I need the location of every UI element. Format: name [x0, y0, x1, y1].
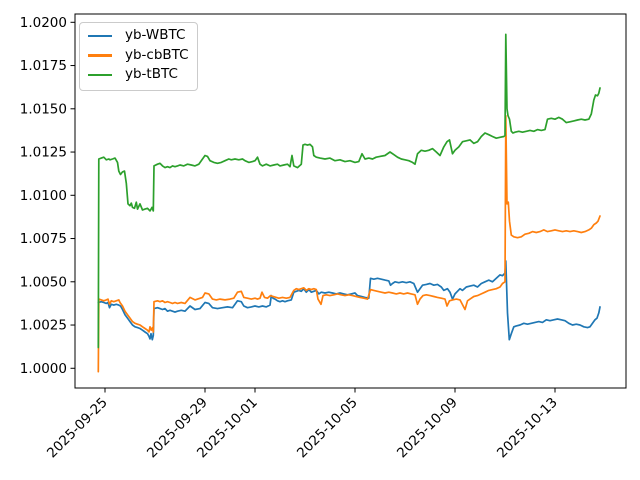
legend-label: yb-cbBTC [125, 46, 189, 63]
legend-label: yb-tBTC [125, 66, 178, 83]
legend-line-sample-icon [88, 73, 112, 77]
legend: yb-WBTC yb-cbBTC yb-tBTC [79, 22, 198, 91]
plot-border [74, 13, 627, 389]
series-line-yb-cbBTC [97, 114, 601, 373]
y-tick-label: 1.0100 [20, 188, 67, 204]
series-line-yb-tBTC [97, 33, 601, 349]
y-tick-label: 1.0125 [20, 145, 67, 161]
legend-label: yb-WBTC [125, 27, 186, 44]
x-tick-label: 2025-09-25 [44, 395, 111, 462]
legend-entry-yb-tbtc: yb-tBTC [88, 68, 189, 82]
x-tick-label: 2025-10-05 [294, 395, 361, 462]
legend-entry-yb-cbbtc: yb-cbBTC [88, 46, 189, 63]
legend-entry-yb-wbtc: yb-WBTC [88, 29, 189, 43]
legend-line-sample-icon [88, 34, 112, 38]
y-tick-label: 1.0150 [20, 101, 67, 117]
y-tick-label: 1.0200 [20, 15, 67, 31]
x-tick-label: 2025-10-09 [394, 395, 461, 462]
y-tick-label: 1.0025 [20, 318, 67, 334]
y-tick-label: 1.0175 [20, 58, 67, 74]
y-tick-label: 1.0050 [20, 274, 67, 290]
y-tick-label: 1.0000 [20, 361, 67, 377]
legend-line-sample-icon [88, 54, 112, 57]
x-tick-label: 2025-10-13 [494, 395, 561, 462]
series-line-yb-WBTC [97, 260, 601, 341]
y-tick-label: 1.0075 [20, 231, 67, 247]
